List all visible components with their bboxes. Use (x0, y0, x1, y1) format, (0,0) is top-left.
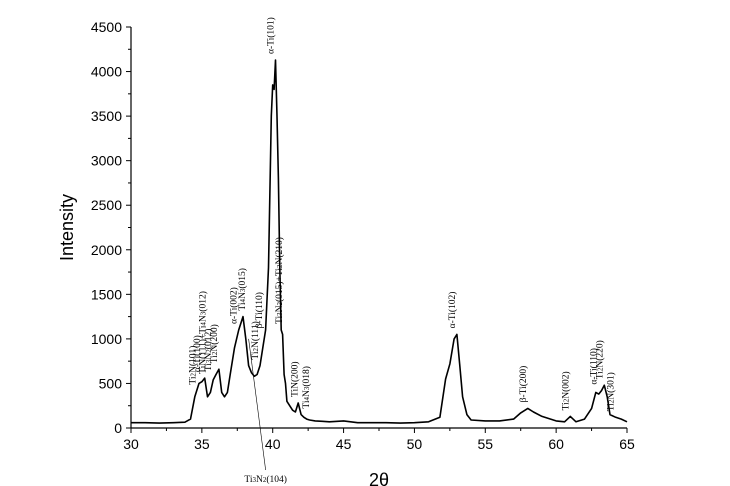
peak-label: α-Ti(102) (447, 292, 458, 329)
peak-label: Ti2N(301) (606, 372, 617, 411)
peak-label: Ti2N(220) (594, 340, 605, 379)
axes: 30 35 40 45 50 55 60 65 0 500 1000 1500 2000 2500 3000… (91, 19, 635, 452)
peak-label: Ti3N2(104) (244, 338, 287, 485)
leader-line (248, 338, 266, 471)
peak-label-text: α-Ti(002) (229, 287, 240, 324)
peak-label-text: α-Ti(102) (447, 292, 458, 329)
peak-label-text: Ti2N(101) (188, 346, 199, 385)
peak-label-text: β-Ti(110) (254, 292, 265, 328)
peak-label-text: Ti3N2(104) (244, 474, 287, 485)
y-tick-label: 2000 (91, 242, 122, 258)
x-tick-label: 60 (548, 436, 564, 452)
series-line-1 (131, 59, 628, 424)
peak-label-text: α-Ti(110) (589, 348, 600, 384)
peak-label: Ti2N(101) (188, 346, 199, 385)
peak-label-text: α-Ti(101) (266, 17, 277, 54)
y-tick-label: 500 (99, 375, 123, 391)
peak-label: β-Ti(110) (254, 292, 265, 328)
peak-label-text: Ti3N2(012) (203, 329, 214, 372)
peak-label: β-Ti(200) (518, 366, 529, 403)
peak-label-text: β-Ti(200) (518, 366, 529, 403)
peak-label: Ti4N3(018) (301, 366, 312, 409)
peak-label: α-Ti(002) (229, 287, 240, 324)
y-axis-title: Intensity (57, 194, 77, 261)
peak-label-text: Ti2N(002) (560, 371, 571, 410)
x-tick-label: 55 (477, 436, 493, 452)
y-tick-label: 4500 (91, 19, 122, 35)
x-tick-label: 50 (407, 436, 423, 452)
x-axis-title: 2θ (369, 470, 389, 486)
peak-label: Ti3N2(015)+Ti2N(210) (274, 237, 285, 324)
peak-label: TiN(200) (290, 361, 301, 397)
peak-label-text: Ti2N(200) (209, 324, 220, 363)
x-tick-label: 40 (265, 436, 281, 452)
x-tick-label: 45 (336, 436, 352, 452)
peak-label-text: Ti2N(220) (594, 340, 605, 379)
peak-label: Ti2N(200) (209, 324, 220, 363)
peak-label-text: Ti4N3(018) (301, 366, 312, 409)
peak-label: α-Ti(100) (192, 335, 203, 372)
peak-label-text: TiN(111)+Ti4N3(012) (198, 291, 209, 374)
peak-label-text: Ti3N2(015)+Ti2N(210) (274, 237, 285, 324)
y-tick-label: 2500 (91, 197, 122, 213)
peak-label: α-Ti(110) (589, 348, 600, 384)
peak-label: Ti3N2(012) (203, 329, 214, 372)
y-tick-label: 0 (114, 420, 122, 436)
x-tick-label: 65 (619, 436, 635, 452)
series (131, 59, 628, 424)
peak-label: Ti2N(111) (250, 321, 261, 359)
peak-label-text: TiN(200) (290, 361, 301, 397)
peak-annotations: Ti2N(101)α-Ti(100)TiN(111)+Ti4N3(012)Ti3… (188, 17, 617, 485)
y-tick-label: 1500 (91, 286, 122, 302)
peak-label: TiN(111)+Ti4N3(012) (198, 291, 209, 374)
y-tick-label: 3500 (91, 108, 122, 124)
peak-label: Ti4N3(015) (237, 268, 248, 311)
peak-label: Ti2N(002) (560, 371, 571, 410)
peak-label-text: α-Ti(100) (192, 335, 203, 372)
y-tick-label: 3000 (91, 153, 122, 169)
y-tick-label: 1000 (91, 331, 122, 347)
peak-label-text: Ti4N3(015) (237, 268, 248, 311)
peak-label-text: Ti2N(301) (606, 372, 617, 411)
y-tick-label: 4000 (91, 64, 122, 80)
peak-label: α-Ti(101) (266, 17, 277, 54)
x-tick-label: 30 (123, 436, 139, 452)
peak-label-text: Ti2N(111) (250, 321, 261, 359)
x-tick-label: 35 (194, 436, 210, 452)
